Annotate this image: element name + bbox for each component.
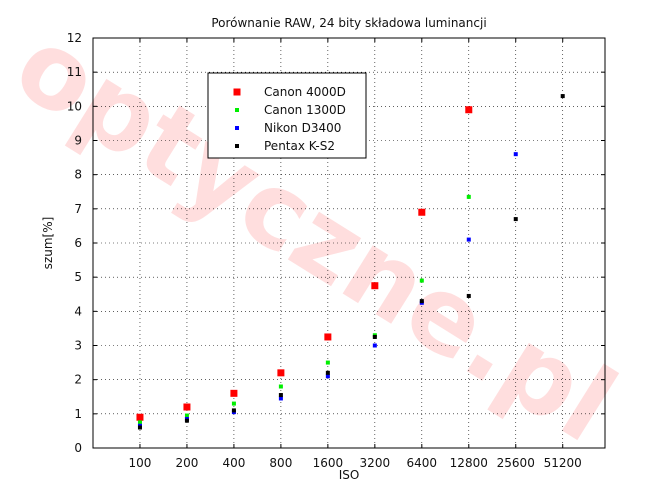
x-axis-title: ISO [339, 468, 360, 482]
legend-label: Canon 4000D [264, 85, 346, 99]
data-point-canon-4000d [230, 389, 238, 397]
legend-marker [235, 108, 239, 112]
y-tick-label: 8 [74, 168, 82, 182]
legend-label: Nikon D3400 [264, 121, 341, 135]
x-tick-label: 25600 [497, 456, 535, 470]
y-tick-label: 6 [74, 236, 82, 250]
y-tick-label: 7 [74, 202, 82, 216]
x-tick-label: 12800 [450, 456, 488, 470]
y-tick-label: 3 [74, 339, 82, 353]
data-point-pentax-k-s2 [372, 334, 377, 339]
x-tick-label: 51200 [544, 456, 582, 470]
data-point-pentax-k-s2 [466, 293, 471, 298]
chart-title: Porównanie RAW, 24 bity składowa luminan… [211, 16, 486, 30]
legend-label: Pentax K-S2 [264, 139, 335, 153]
x-tick-label: 6400 [407, 456, 438, 470]
y-tick-label: 11 [67, 65, 82, 79]
y-tick-label: 0 [74, 441, 82, 455]
data-point-canon-1300d [231, 401, 236, 406]
data-point-pentax-k-s2 [325, 370, 330, 375]
data-point-pentax-k-s2 [231, 408, 236, 413]
data-point-pentax-k-s2 [419, 299, 424, 304]
data-point-pentax-k-s2 [137, 425, 142, 430]
legend-marker [235, 126, 239, 130]
data-point-canon-1300d [419, 278, 424, 283]
data-point-canon-1300d [466, 194, 471, 199]
y-axis-title: szum[%] [41, 217, 55, 270]
data-point-canon-1300d [137, 420, 142, 425]
data-point-nikon-d3400 [513, 152, 518, 157]
data-point-canon-1300d [325, 360, 330, 365]
x-tick-label: 800 [269, 456, 292, 470]
data-point-nikon-d3400 [372, 343, 377, 348]
data-point-canon-4000d [418, 208, 426, 216]
legend-box [207, 72, 367, 159]
data-point-canon-1300d [278, 384, 283, 389]
data-point-canon-4000d [277, 369, 285, 377]
legend: Canon 4000D Canon 1300D Nikon D3400 Pentax … [207, 72, 367, 159]
legend-marker [235, 144, 239, 148]
x-tick-label: 400 [222, 456, 245, 470]
legend-label: Canon 1300D [264, 103, 346, 117]
points-layer [136, 94, 565, 430]
y-tick-label: 1 [74, 407, 82, 421]
data-point-canon-4000d [465, 106, 473, 114]
y-tick-label: 9 [74, 134, 82, 148]
data-point-nikon-d3400 [466, 237, 471, 242]
x-tick-label: 200 [175, 456, 198, 470]
x-tick-label: 1600 [313, 456, 344, 470]
data-point-canon-4000d [136, 413, 144, 421]
data-point-pentax-k-s2 [184, 418, 189, 423]
data-point-canon-4000d [371, 282, 379, 290]
data-point-canon-4000d [324, 333, 332, 341]
data-point-canon-1300d [184, 413, 189, 418]
data-point-pentax-k-s2 [513, 217, 518, 222]
data-point-canon-4000d [183, 403, 191, 411]
y-tick-label: 4 [74, 304, 82, 318]
x-tick-label: 3200 [360, 456, 391, 470]
data-point-nikon-d3400 [325, 374, 330, 379]
y-tick-label: 2 [74, 373, 82, 387]
y-tick-label: 10 [67, 99, 82, 113]
y-tick-label: 5 [74, 270, 82, 284]
data-point-pentax-k-s2 [278, 393, 283, 398]
data-point-pentax-k-s2 [560, 94, 565, 99]
x-tick-label: 100 [129, 456, 152, 470]
data-point-nikon-d3400 [278, 396, 283, 401]
legend-marker [233, 88, 241, 96]
y-tick-label: 12 [67, 31, 82, 45]
